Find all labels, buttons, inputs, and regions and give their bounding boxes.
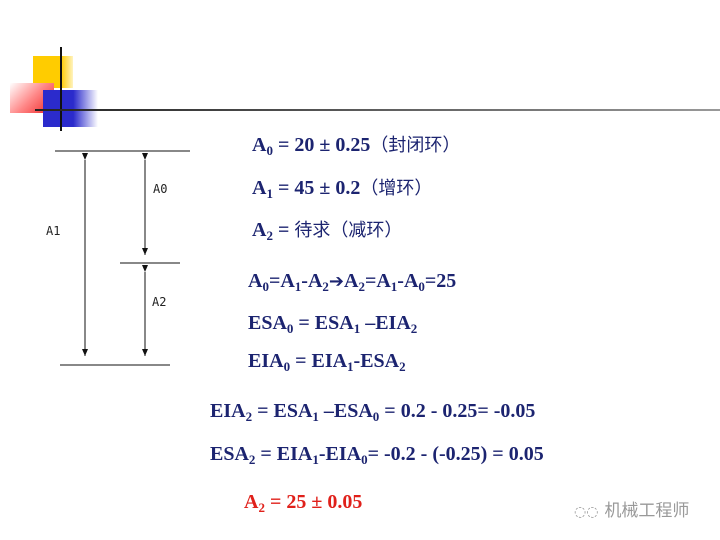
wechat-icon: ◌◌ [574, 504, 599, 520]
arrow-icon: ➔ [328, 271, 344, 292]
given-a2: A2 = 待求（减环） [252, 219, 403, 243]
equation-esa0: ESA0 = ESA1 –EIA2 [248, 312, 418, 336]
equation-eia2: EIA2 = ESA1 –ESA0 = 0.2 - 0.25= -0.05 [210, 400, 536, 424]
label-a2: A2 [152, 295, 167, 309]
given-a0: A0 = 20 ± 0.25（封闭环） [252, 134, 461, 158]
label-a1: A1 [46, 224, 61, 238]
given-a1: A1 = 45 ± 0.2（增环） [252, 177, 433, 201]
label-a0: A0 [153, 182, 168, 196]
equation-chain: A0=A1-A2➔A2=A1-A0=25 [248, 270, 457, 294]
watermark: ◌◌ 机械工程师 [574, 501, 690, 521]
result-a2: A2 = 25 ± 0.05 [244, 491, 363, 515]
equation-esa2: ESA2 = EIA1-EIA0= -0.2 - (-0.25) = 0.05 [210, 443, 544, 467]
equation-eia0: EIA0 = EIA1-ESA2 [248, 350, 406, 374]
dimension-chain-diagram [55, 150, 190, 366]
